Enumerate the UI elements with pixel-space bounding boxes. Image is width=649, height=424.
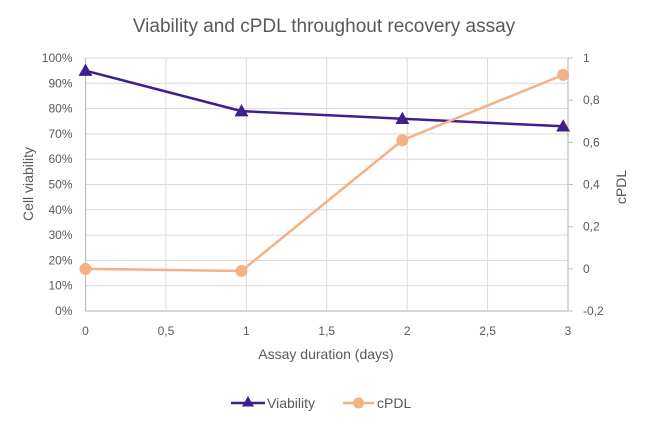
y-tick-label: 10%: [48, 279, 72, 293]
x-axis-ticks: 0 0,5 1 1,5 2 2,5 3: [82, 324, 572, 338]
data-point-cpdl: [235, 264, 248, 277]
y-tick-label: 40%: [48, 203, 72, 217]
y-tick-label: 20%: [48, 253, 72, 267]
legend-label: Viability: [267, 395, 315, 411]
data-point-viability: [78, 63, 93, 76]
y-axis-ticks: 0% 10% 20% 30% 40% 50% 60% 70% 80% 90% 100%: [42, 51, 73, 318]
y-tick-label: 50%: [48, 178, 72, 192]
y2-tick-label: 0,4: [583, 178, 600, 192]
x-axis-label: Assay duration (days): [258, 346, 393, 362]
y-tick-label: 70%: [48, 127, 72, 141]
series-line-viability: [85, 69, 564, 128]
series-group: [78, 63, 571, 277]
x-tick-label: 2,5: [479, 324, 496, 338]
y-tick-label: 30%: [48, 228, 72, 242]
data-point-viability: [395, 111, 410, 124]
y-axis-label: Cell viability: [20, 147, 36, 221]
data-point-cpdl: [557, 68, 570, 81]
x-tick-label: 0,5: [158, 324, 175, 338]
y2-tick-label: 0: [583, 262, 590, 276]
x-tick-label: 1,5: [318, 324, 335, 338]
legend: Viability cPDL: [231, 395, 411, 411]
legend-label: cPDL: [377, 395, 411, 411]
y-tick-label: 100%: [42, 51, 73, 65]
x-tick-label: 2: [404, 324, 411, 338]
circle-marker-icon: [353, 397, 364, 409]
y-tick-label: 80%: [48, 102, 72, 116]
y2-tick-label: -0,2: [583, 304, 604, 318]
y2-tick-label: 0,6: [583, 135, 600, 149]
legend-item-cpdl: cPDL: [343, 395, 411, 411]
y-tick-label: 90%: [48, 76, 72, 90]
series-line-cpdl: [85, 73, 564, 273]
x-tick-label: 3: [565, 324, 572, 338]
triangle-marker-icon: [242, 396, 254, 407]
legend-item-viability: Viability: [231, 395, 315, 411]
data-point-cpdl: [396, 134, 409, 147]
data-point-viability: [234, 104, 249, 117]
y2-tick-label: 1: [583, 51, 590, 65]
y2-axis-label: cPDL: [613, 170, 629, 204]
data-point-viability: [556, 119, 571, 132]
gridlines: [85, 57, 568, 311]
y2-tick-label: 0,2: [583, 220, 600, 234]
x-tick-label: 1: [243, 324, 250, 338]
chart-title: Viability and cPDL throughout recovery a…: [133, 16, 516, 37]
y-tick-label: 60%: [48, 152, 72, 166]
y2-tick-label: 0,8: [583, 93, 600, 107]
y2-axis-ticks: -0,2 0 0,2 0,4 0,6 0,8 1: [568, 51, 604, 318]
y-tick-label: 0%: [55, 304, 73, 318]
data-point-cpdl: [79, 262, 92, 275]
x-tick-label: 0: [82, 324, 89, 338]
